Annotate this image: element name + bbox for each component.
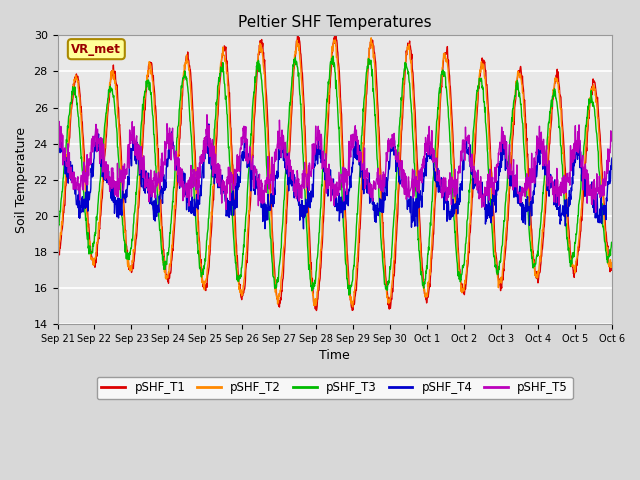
pSHF_T2 — [119, 200, 127, 206]
pSHF_T3 — [310, 281, 318, 287]
X-axis label: Time: Time — [319, 349, 350, 362]
pSHF_T2 — [300, 131, 308, 137]
pSHF_T5 — [203, 112, 211, 118]
pSHF_T5 — [311, 152, 319, 157]
pSHF_T3 — [608, 240, 616, 246]
pSHF_T4 — [370, 202, 378, 207]
pSHF_T5 — [301, 159, 308, 165]
Line: pSHF_T2: pSHF_T2 — [58, 38, 612, 307]
pSHF_T5 — [369, 184, 377, 190]
Line: pSHF_T3: pSHF_T3 — [58, 56, 612, 295]
pSHF_T1 — [300, 105, 308, 110]
pSHF_T4 — [205, 121, 212, 127]
pSHF_T1 — [312, 308, 320, 313]
pSHF_T3 — [54, 227, 61, 232]
pSHF_T4 — [300, 226, 307, 232]
pSHF_T4 — [97, 150, 104, 156]
pSHF_T3 — [345, 292, 353, 298]
pSHF_T2 — [608, 260, 616, 265]
pSHF_T1 — [608, 264, 616, 270]
pSHF_T4 — [311, 163, 319, 169]
pSHF_T1 — [289, 91, 296, 97]
pSHF_T2 — [370, 51, 378, 57]
pSHF_T4 — [54, 142, 61, 147]
pSHF_T3 — [329, 53, 337, 59]
pSHF_T4 — [289, 179, 297, 185]
pSHF_T1 — [332, 31, 340, 36]
pSHF_T2 — [54, 251, 61, 257]
Text: VR_met: VR_met — [72, 43, 121, 56]
pSHF_T4 — [608, 155, 616, 161]
pSHF_T2 — [289, 76, 296, 82]
Line: pSHF_T5: pSHF_T5 — [58, 115, 612, 212]
pSHF_T3 — [289, 65, 296, 71]
pSHF_T2 — [310, 301, 318, 307]
pSHF_T5 — [54, 115, 61, 120]
pSHF_T4 — [301, 203, 308, 208]
Line: pSHF_T4: pSHF_T4 — [58, 124, 612, 229]
pSHF_T5 — [592, 209, 600, 215]
pSHF_T5 — [97, 156, 104, 162]
pSHF_T1 — [97, 214, 104, 220]
pSHF_T3 — [97, 176, 104, 181]
pSHF_T1 — [370, 43, 378, 49]
pSHF_T1 — [119, 188, 127, 193]
Title: Peltier SHF Temperatures: Peltier SHF Temperatures — [238, 15, 431, 30]
pSHF_T3 — [300, 176, 308, 182]
pSHF_T1 — [310, 301, 318, 307]
Y-axis label: Soil Temperature: Soil Temperature — [15, 127, 28, 233]
pSHF_T3 — [370, 94, 378, 99]
pSHF_T5 — [289, 168, 297, 173]
pSHF_T2 — [97, 203, 104, 209]
pSHF_T2 — [367, 35, 375, 41]
pSHF_T5 — [119, 163, 127, 169]
pSHF_T4 — [119, 194, 127, 200]
pSHF_T2 — [349, 304, 356, 310]
pSHF_T3 — [119, 223, 127, 229]
Line: pSHF_T1: pSHF_T1 — [58, 34, 612, 311]
Legend: pSHF_T1, pSHF_T2, pSHF_T3, pSHF_T4, pSHF_T5: pSHF_T1, pSHF_T2, pSHF_T3, pSHF_T4, pSHF… — [97, 377, 573, 399]
pSHF_T1 — [54, 251, 61, 257]
pSHF_T5 — [608, 136, 616, 142]
